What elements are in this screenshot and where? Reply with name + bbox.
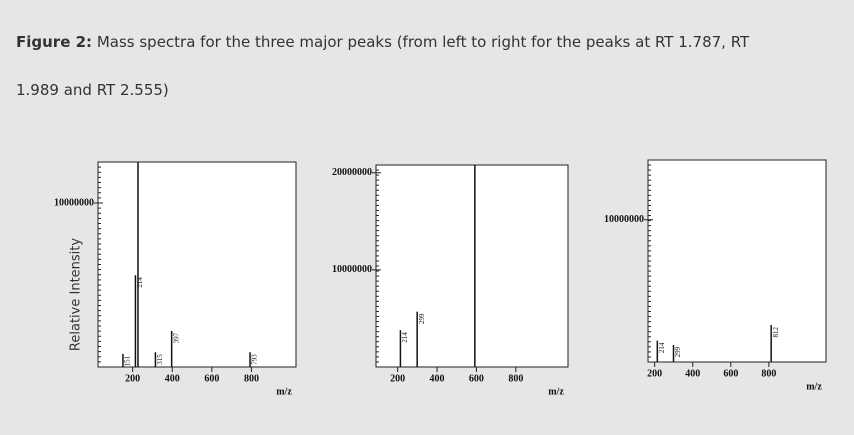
x-tick-label: 400 xyxy=(165,373,180,384)
peak-label: 151 xyxy=(124,355,132,366)
x-tick-label: 200 xyxy=(647,368,662,379)
x-axis-label: m/z xyxy=(276,386,292,397)
plot-frame xyxy=(647,159,827,363)
x-axis-label: m/z xyxy=(548,386,564,397)
x-tick-label: 200 xyxy=(125,373,140,384)
x-tick-label: 400 xyxy=(685,368,700,379)
peak-label: 793 xyxy=(251,354,259,365)
x-tick-label: 200 xyxy=(390,373,405,384)
peak-label: 397 xyxy=(172,332,180,343)
y-axis-label: Relative Intensity xyxy=(69,238,84,351)
x-tick-label: 800 xyxy=(508,373,523,384)
y-tick-label: 10000000 xyxy=(332,264,372,275)
peak-label: 214 xyxy=(401,332,409,343)
x-tick-label: 800 xyxy=(244,373,259,384)
x-tick-label: 600 xyxy=(469,373,484,384)
x-tick-label: 600 xyxy=(204,373,219,384)
x-axis-label: m/z xyxy=(806,381,822,392)
plot-frame xyxy=(97,161,297,368)
peak-label: 299 xyxy=(674,346,682,357)
caption-label: Figure 2: xyxy=(16,33,93,51)
x-tick-label: 800 xyxy=(761,368,776,379)
caption-text: Mass spectra for the three major peaks (… xyxy=(16,33,750,99)
peak-label: 299 xyxy=(418,313,426,324)
y-tick-label: 10000000 xyxy=(54,197,94,208)
peak-label: 214 xyxy=(136,277,144,288)
caption: Figure 2: Mass spectra for the three maj… xyxy=(16,18,776,114)
x-tick-label: 600 xyxy=(723,368,738,379)
y-tick-label: 10000000 xyxy=(604,214,644,225)
peak-label: 214 xyxy=(658,342,666,353)
peak-label: 812 xyxy=(772,327,780,338)
x-tick-label: 400 xyxy=(430,373,445,384)
peak-label: 315 xyxy=(156,354,164,365)
y-tick-label: 20000000 xyxy=(332,167,372,178)
